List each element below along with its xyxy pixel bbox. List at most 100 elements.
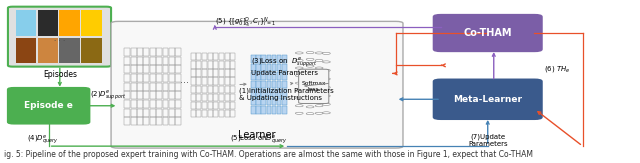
Bar <box>169 117 175 125</box>
Circle shape <box>295 97 303 99</box>
Bar <box>271 64 276 71</box>
Bar <box>213 102 218 109</box>
Bar <box>137 117 143 125</box>
Bar <box>137 74 143 82</box>
Circle shape <box>316 105 323 107</box>
Text: ig. 5: Pipeline of the proposed expert training with Co-THAM. Operations are alm: ig. 5: Pipeline of the proposed expert t… <box>4 150 532 159</box>
Circle shape <box>295 112 303 114</box>
Bar <box>196 110 202 117</box>
Text: (4)$D^e_{query}$: (4)$D^e_{query}$ <box>28 134 59 147</box>
Circle shape <box>316 90 323 92</box>
Bar <box>202 94 207 101</box>
Circle shape <box>316 52 323 54</box>
Bar <box>175 66 181 73</box>
Bar <box>261 81 266 88</box>
Circle shape <box>316 74 323 77</box>
Circle shape <box>323 103 330 105</box>
Bar <box>169 91 175 99</box>
Circle shape <box>316 67 323 69</box>
Bar <box>219 69 224 77</box>
Bar <box>124 83 130 91</box>
Bar <box>202 77 207 85</box>
Bar <box>225 53 230 60</box>
Bar <box>16 10 36 36</box>
Bar <box>175 91 181 99</box>
FancyBboxPatch shape <box>8 88 90 124</box>
Bar <box>191 110 196 117</box>
Bar <box>131 109 136 117</box>
Bar <box>219 86 224 93</box>
Bar <box>266 64 271 71</box>
Bar <box>191 53 196 60</box>
Bar <box>137 57 143 65</box>
Bar <box>277 81 282 88</box>
Bar <box>156 91 162 99</box>
Circle shape <box>306 58 314 60</box>
Bar <box>150 109 156 117</box>
FancyBboxPatch shape <box>111 21 403 148</box>
Bar <box>150 117 156 125</box>
Circle shape <box>323 95 330 97</box>
Bar <box>213 86 218 93</box>
Bar <box>277 89 282 97</box>
Bar <box>282 106 287 114</box>
Text: (5)Loss on$D^e_{query}$: (5)Loss on$D^e_{query}$ <box>230 134 287 147</box>
Bar <box>225 86 230 93</box>
Bar <box>213 77 218 85</box>
Bar <box>230 86 236 93</box>
Circle shape <box>323 69 330 71</box>
Bar <box>124 109 130 117</box>
Bar <box>163 48 168 56</box>
Circle shape <box>316 59 323 62</box>
Circle shape <box>306 106 314 108</box>
Bar <box>230 110 236 117</box>
Circle shape <box>295 105 303 107</box>
Bar <box>196 86 202 93</box>
Bar <box>277 106 282 114</box>
Text: (3)Loss on  $D^e_{support}$
Update Parameters: (3)Loss on $D^e_{support}$ Update Parame… <box>251 55 318 76</box>
Bar <box>261 98 266 105</box>
Bar <box>143 91 149 99</box>
Bar <box>156 48 162 56</box>
Bar <box>150 91 156 99</box>
Bar <box>169 48 175 56</box>
Circle shape <box>295 67 303 69</box>
Bar <box>169 74 175 82</box>
Circle shape <box>295 90 303 92</box>
Bar <box>251 98 255 105</box>
Bar <box>213 94 218 101</box>
Text: (2)$D^e_{support}$: (2)$D^e_{support}$ <box>90 89 126 102</box>
Circle shape <box>323 86 330 88</box>
Bar <box>137 83 143 91</box>
Bar <box>202 53 207 60</box>
Bar <box>124 48 130 56</box>
Bar <box>213 53 218 60</box>
Circle shape <box>306 99 314 101</box>
Bar <box>207 86 212 93</box>
Bar <box>60 38 80 63</box>
Bar <box>219 53 224 60</box>
Bar <box>124 57 130 65</box>
Text: (1)Initialization Parameters
& Updating Instructions: (1)Initialization Parameters & Updating … <box>239 88 333 101</box>
Bar <box>150 57 156 65</box>
Bar <box>230 53 236 60</box>
Bar <box>266 98 271 105</box>
Bar <box>175 74 181 82</box>
Circle shape <box>306 72 314 74</box>
Bar <box>143 74 149 82</box>
Bar <box>266 55 271 63</box>
Bar <box>202 61 207 69</box>
Bar <box>266 72 271 80</box>
Bar <box>196 53 202 60</box>
Bar <box>156 109 162 117</box>
Circle shape <box>295 52 303 54</box>
Text: (6) $TH_e$: (6) $TH_e$ <box>543 64 570 74</box>
Bar <box>266 106 271 114</box>
Bar <box>202 102 207 109</box>
Bar <box>271 72 276 80</box>
Bar <box>124 117 130 125</box>
Bar <box>256 89 260 97</box>
Circle shape <box>306 52 314 54</box>
Bar <box>16 38 36 63</box>
Bar <box>38 10 58 36</box>
